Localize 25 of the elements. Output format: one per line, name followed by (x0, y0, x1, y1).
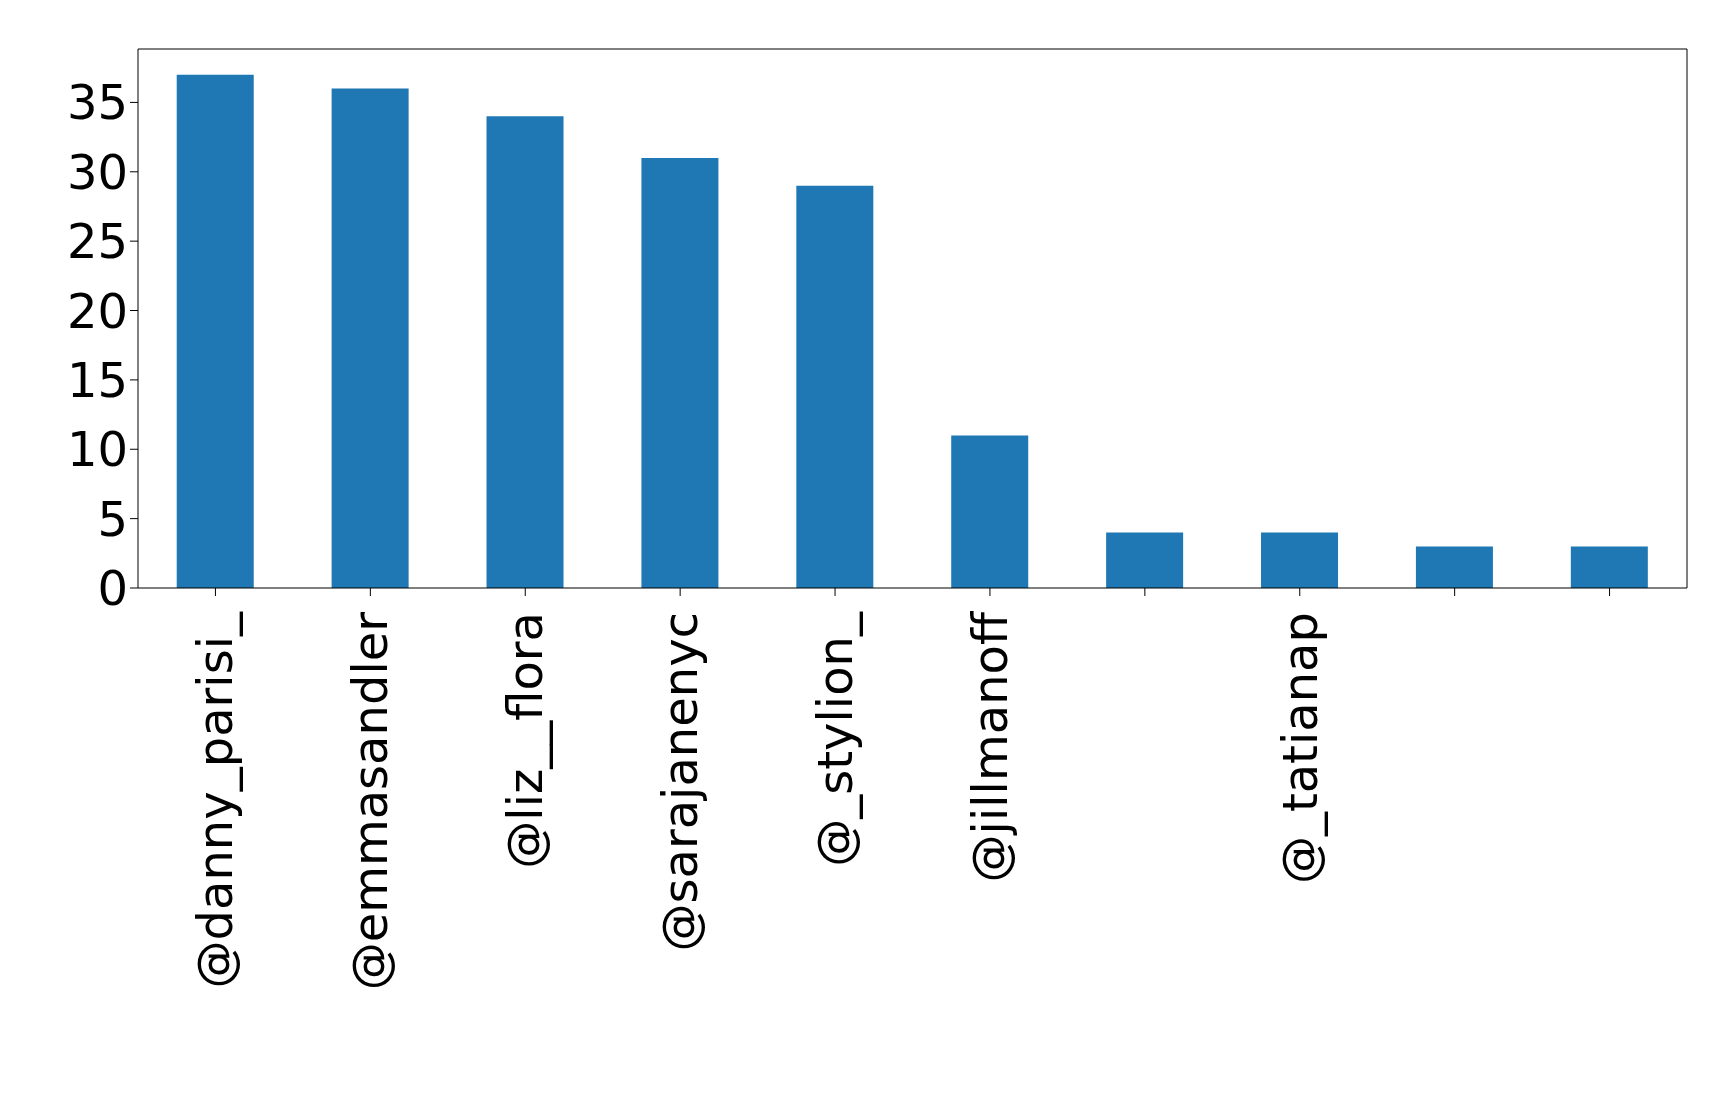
x-tick-label: @liz__flora (497, 612, 554, 869)
x-tick-label: @jillmanoff (961, 611, 1018, 883)
bar (1570, 546, 1648, 588)
y-tick-label: 30 (66, 143, 128, 200)
bar (176, 74, 254, 588)
y-tick-label: 5 (97, 490, 128, 547)
y-tick-label: 35 (66, 74, 128, 131)
bar (796, 185, 874, 588)
x-tick-label: @emmasandler (342, 611, 399, 991)
x-tick-label: @danny_parisi_ (187, 611, 244, 989)
y-tick-label: 10 (66, 421, 128, 478)
bar (641, 157, 719, 588)
bar (1415, 546, 1493, 588)
x-tick-label: @sarajanenyc (652, 612, 709, 952)
y-tick-label: 25 (66, 213, 128, 270)
y-tick-label: 15 (66, 351, 128, 408)
bar (1261, 532, 1339, 588)
bar (486, 116, 564, 588)
y-tick-label: 0 (97, 560, 128, 617)
bar (951, 435, 1029, 588)
y-tick-label: 20 (66, 282, 128, 339)
x-tick-label: @_stylion_ (807, 611, 864, 867)
x-tick-label: @_tatianap (1271, 612, 1328, 885)
bar (331, 88, 409, 588)
bar (1106, 532, 1184, 588)
